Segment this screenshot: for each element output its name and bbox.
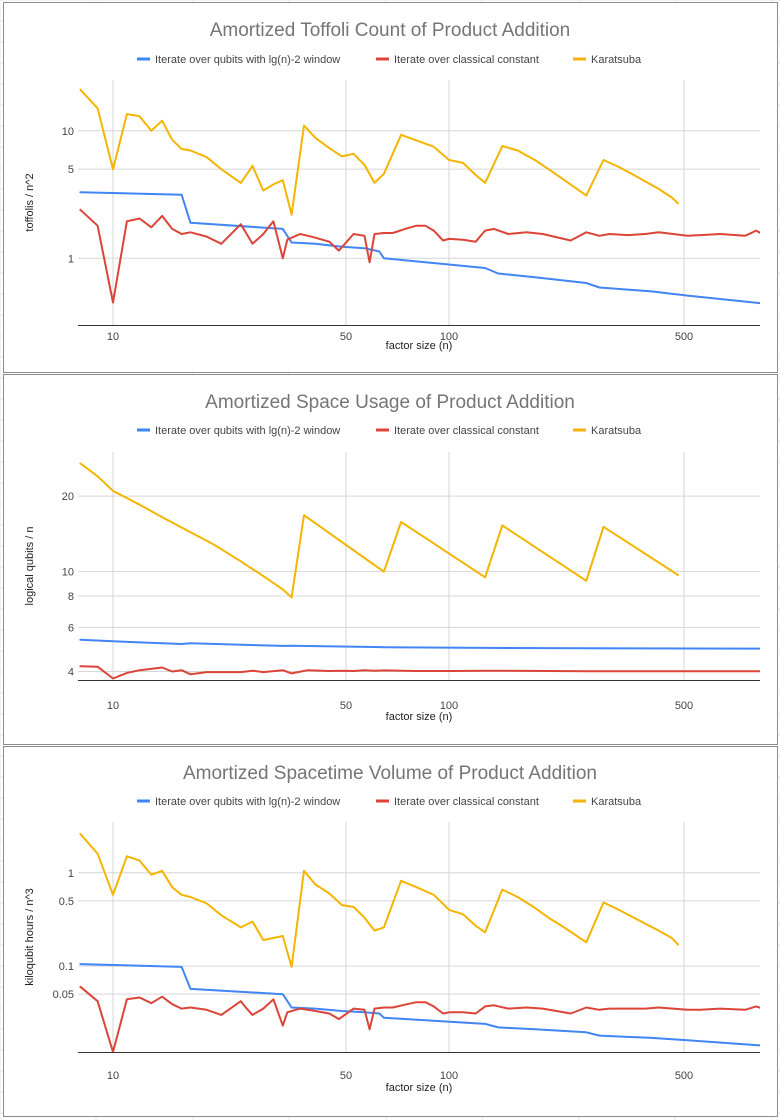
y-tick-label: 20 — [62, 491, 74, 503]
charts-layer: Amortized Toffoli Count of Product Addit… — [3, 2, 778, 1117]
series-line-2[interactable] — [79, 665, 766, 680]
y-axis-title: toffolis / n^2 — [24, 173, 36, 231]
chart-panel-3[interactable]: Amortized Spacetime Volume of Product Ad… — [3, 746, 778, 1117]
series-line-3[interactable] — [79, 462, 679, 599]
y-tick-label: 0.1 — [59, 961, 74, 973]
x-tick-label: 10 — [107, 331, 119, 343]
chart-panel-1[interactable]: Amortized Toffoli Count of Product Addit… — [3, 2, 778, 373]
chart-frame — [3, 2, 778, 373]
x-axis-title: factor size (n) — [386, 1082, 453, 1094]
chart-title: Amortized Spacetime Volume of Product Ad… — [183, 763, 597, 784]
y-tick-label: 1 — [68, 253, 74, 265]
x-axis-title: factor size (n) — [386, 711, 453, 723]
legend-label: Karatsuba — [591, 796, 642, 808]
x-tick-label: 500 — [675, 331, 693, 343]
x-tick-label: 100 — [440, 331, 458, 343]
y-tick-label: 8 — [68, 591, 74, 603]
y-axis-title: kiloqubit hours / n^3 — [24, 888, 36, 986]
series-line-3[interactable] — [79, 88, 679, 216]
x-tick-label: 50 — [340, 331, 352, 343]
x-tick-label: 100 — [440, 1070, 458, 1082]
legend-label: Iterate over classical constant — [394, 425, 539, 437]
x-tick-label: 10 — [107, 1070, 119, 1082]
legend-label: Karatsuba — [591, 54, 642, 66]
x-tick-label: 500 — [675, 1070, 693, 1082]
x-tick-label: 50 — [340, 1070, 352, 1082]
series-line-2[interactable] — [79, 208, 766, 304]
chart-frame — [3, 746, 778, 1117]
series-line-1[interactable] — [79, 963, 766, 1047]
y-tick-label: 6 — [68, 622, 74, 634]
x-tick-label: 500 — [675, 700, 693, 712]
y-axis-title: logical qubits / n — [24, 527, 36, 606]
legend-label: Iterate over classical constant — [394, 796, 539, 808]
x-axis-title: factor size (n) — [386, 340, 453, 352]
series-line-1[interactable] — [79, 638, 766, 650]
x-tick-label: 10 — [107, 700, 119, 712]
chart-title: Amortized Space Usage of Product Additio… — [205, 392, 575, 413]
y-tick-label: 4 — [68, 667, 74, 679]
legend-label: Iterate over qubits with lg(n)-2 window — [155, 425, 340, 437]
chart-legend: Iterate over qubits with lg(n)-2 window I… — [137, 54, 642, 66]
legend-label: Iterate over classical constant — [394, 54, 539, 66]
series-line-3[interactable] — [79, 833, 679, 968]
chart-frame — [3, 374, 778, 745]
y-tick-label: 1 — [68, 868, 74, 880]
chart-panel-2[interactable]: Amortized Space Usage of Product Additio… — [3, 374, 778, 745]
x-tick-label: 50 — [340, 700, 352, 712]
legend-label: Karatsuba — [591, 425, 642, 437]
y-tick-label: 10 — [62, 126, 74, 138]
series-line-2[interactable] — [79, 985, 766, 1052]
legend-label: Iterate over qubits with lg(n)-2 window — [155, 796, 340, 808]
chart-legend: Iterate over qubits with lg(n)-2 window I… — [137, 425, 642, 437]
y-tick-label: 5 — [68, 164, 74, 176]
y-tick-label: 10 — [62, 567, 74, 579]
chart-title: Amortized Toffoli Count of Product Addit… — [210, 20, 571, 41]
y-tick-label: 0.5 — [59, 896, 74, 908]
chart-legend: Iterate over qubits with lg(n)-2 window I… — [137, 796, 642, 808]
y-tick-label: 0.05 — [53, 989, 74, 1001]
legend-label: Iterate over qubits with lg(n)-2 window — [155, 54, 340, 66]
x-tick-label: 100 — [440, 700, 458, 712]
